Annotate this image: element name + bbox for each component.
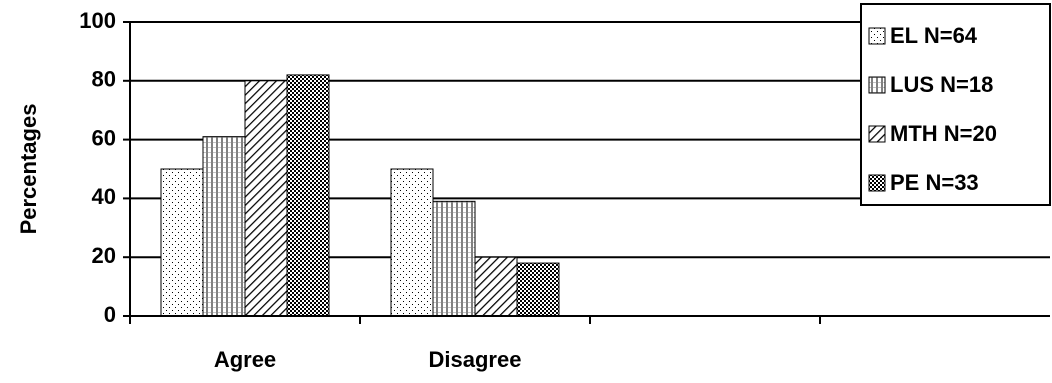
legend-swatch [868, 76, 886, 94]
legend-swatch [868, 27, 886, 45]
bar [516, 262, 560, 317]
legend-swatch [868, 125, 886, 143]
x-tick-label: Agree [214, 347, 276, 372]
legend-box [860, 3, 1051, 206]
bar [390, 168, 434, 317]
y-tick-label: 0 [104, 302, 116, 327]
bar [160, 168, 204, 317]
y-tick-label: 80 [92, 67, 116, 92]
x-tick-label: Disagree [429, 347, 522, 372]
legend-swatch [868, 174, 886, 192]
y-tick-label: 20 [92, 243, 116, 268]
y-tick-label: 60 [92, 125, 116, 150]
legend-label: EL N=64 [890, 23, 978, 48]
bar [474, 256, 518, 317]
legend-label: MTH N=20 [890, 121, 997, 146]
bar [202, 136, 246, 317]
y-axis-label: Percentages [16, 104, 41, 235]
legend-label: PE N=33 [890, 170, 979, 195]
bar [286, 74, 330, 317]
bar [244, 80, 288, 317]
y-tick-label: 100 [79, 8, 116, 33]
bar [432, 200, 476, 317]
y-tick-label: 40 [92, 184, 116, 209]
legend-label: LUS N=18 [890, 72, 993, 97]
